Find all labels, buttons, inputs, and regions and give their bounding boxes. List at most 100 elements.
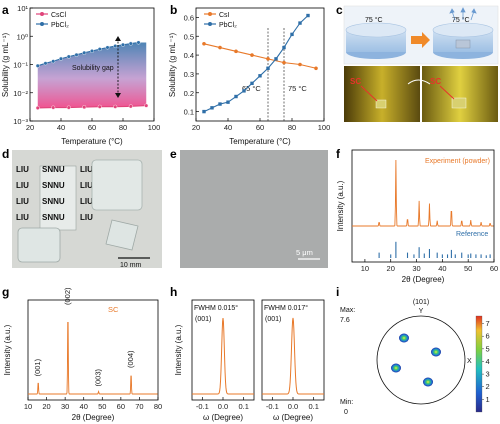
crystal-in-beaker — [455, 39, 471, 49]
peak-label-h2: (001) — [265, 316, 281, 323]
panel-a-ylabel: Solubility (g mL⁻¹) — [1, 33, 10, 98]
y-tick-label: 10⁰ — [17, 32, 28, 41]
data-point — [120, 42, 125, 47]
x-tick-label: 60 — [88, 123, 96, 132]
panel-label-f: f — [336, 147, 341, 161]
colorbar-ticks: 1 2 3 4 5 6 7 — [482, 319, 490, 404]
colorbar-tick-label: 6 — [486, 332, 490, 341]
temp-label-left: 75 °C — [365, 16, 383, 24]
crystal-right — [451, 97, 467, 109]
panel-label-a: a — [2, 3, 9, 17]
legend-label-pbcl2-b: PbCl₂ — [219, 22, 237, 29]
panel-b-chart: 65 °C 75 °C 20 40 60 80 100 0.1 0.2 0.3 0.4 0.5 0.6… — [168, 7, 331, 146]
data-point — [97, 47, 102, 52]
data-point — [282, 45, 286, 50]
x-tick-label: 50 — [98, 402, 106, 411]
x-tick-label: 10 — [24, 402, 32, 411]
x-tick-label: 80 — [288, 123, 296, 132]
data-point — [43, 61, 48, 66]
x-tick-label: 20 — [26, 123, 34, 132]
panel-g-xlabel: 2θ (Degree) — [72, 413, 115, 422]
legend-marker-csi — [208, 12, 212, 16]
panel-g-series: (001) (002) (003) (004) — [28, 287, 158, 395]
legend-marker-pbcl2-b — [208, 22, 212, 26]
panel-e-sem-image: 5 μm — [180, 150, 328, 268]
crystal-left — [375, 99, 387, 109]
y-tick-label: 0.1 — [184, 108, 194, 117]
x-tick-label: 50 — [464, 264, 472, 273]
panel-label-e: e — [170, 147, 177, 161]
panel-g-axes: 10 20 30 40 50 60 70 80 — [24, 397, 162, 411]
data-point — [258, 74, 262, 78]
panel-f-chart: 10 20 30 40 50 60 Experiment (powder) Referen… — [336, 149, 498, 284]
panel-h1-frame — [191, 299, 255, 401]
y-tick-label: 0.3 — [184, 70, 194, 79]
solubility-gap-label: Solubility gap — [72, 65, 114, 72]
x-tick-label: 0.0 — [218, 402, 228, 411]
panel-c-illustration: 75 °C 75 °C SC SC — [343, 5, 499, 122]
photo-left — [344, 66, 420, 122]
arrow-right-icon — [411, 32, 430, 48]
max-label: Max: — [340, 307, 355, 314]
colorbar-tick-label: 5 — [486, 344, 490, 353]
y-tick-label: 10⁻³ — [13, 117, 28, 126]
panel-b-ylabel: Solubility (g mL⁻¹) — [168, 33, 177, 98]
max-value: 7.6 — [340, 317, 350, 324]
y-tick-label: 10⁻² — [13, 89, 28, 98]
data-point — [210, 106, 214, 110]
photo-right — [422, 66, 498, 122]
panel-label-c: c — [336, 3, 343, 17]
scale-label-e: 5 μm — [296, 248, 313, 257]
solubility-gap-arrow — [115, 36, 121, 98]
data-point — [113, 104, 118, 109]
pole-spot — [391, 363, 401, 373]
x-tick-label: 0.1 — [238, 402, 248, 411]
data-point — [128, 41, 133, 46]
temperature-line-label: 65 °C — [242, 84, 261, 93]
min-value: 0 — [344, 409, 348, 416]
panel-h-axes: -0.1 0.0 0.1 -0.1 0.0 0.1 — [196, 397, 319, 411]
data-point — [89, 49, 94, 54]
liu-snnu-text-grid: LIU SNNU LIU LIU SNNU LIU LIU SNNU LIU LIU SNNU LIU — [16, 165, 93, 222]
colorbar-tick-label: 2 — [486, 382, 490, 391]
data-point — [226, 100, 230, 104]
x-tick-label: 30 — [61, 402, 69, 411]
data-point — [242, 89, 246, 93]
evaporation-arrows-icon — [449, 7, 477, 21]
sc-label-left: SC — [350, 77, 361, 86]
data-point — [306, 13, 310, 18]
x-tick-label: 60 — [117, 402, 125, 411]
data-point — [298, 21, 302, 25]
data-point — [282, 60, 286, 65]
series-line-csi — [203, 43, 317, 69]
panel-a-series — [35, 40, 149, 110]
x-tick-label: 0.0 — [288, 402, 298, 411]
crystal-over-text — [39, 165, 77, 231]
x-tick-label: -0.1 — [266, 402, 279, 411]
x-tick-label: 70 — [135, 402, 143, 411]
data-point — [66, 105, 71, 110]
x-tick-label: 40 — [224, 123, 232, 132]
data-point — [298, 62, 302, 67]
peak-label: (003) — [94, 368, 103, 386]
data-point — [82, 105, 87, 110]
series-line-cscl — [37, 105, 147, 109]
x-tick-label: 100 — [318, 123, 331, 132]
x-tick-label: 40 — [438, 264, 446, 273]
experiment-pattern — [352, 159, 494, 227]
x-tick-label: 40 — [57, 123, 65, 132]
data-point — [202, 41, 206, 46]
panel-a-legend: CsCl PbCl₂ — [36, 12, 69, 29]
panel-label-b: b — [170, 3, 177, 17]
grid-word: LIU — [16, 197, 29, 206]
data-point — [74, 52, 79, 57]
beaker-right — [432, 22, 494, 59]
grid-word: SNNU — [42, 181, 65, 190]
x-tick-label: 20 — [387, 264, 395, 273]
panel-g-frame — [27, 299, 159, 401]
panel-f-series — [352, 159, 494, 258]
x-tick-label: 80 — [154, 402, 162, 411]
data-point — [128, 104, 133, 109]
y-tick-label: 0.6 — [184, 13, 194, 22]
temperature-line-label: 75 °C — [288, 84, 307, 93]
